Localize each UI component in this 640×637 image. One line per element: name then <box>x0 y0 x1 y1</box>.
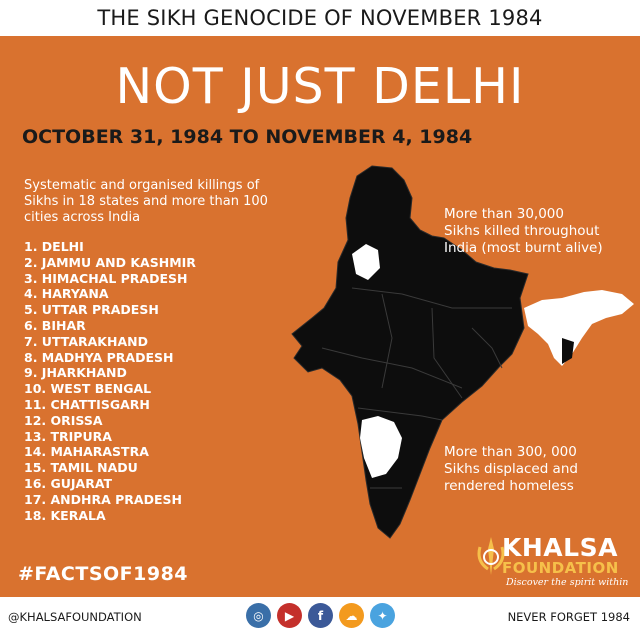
note-line: Sikhs displaced and <box>444 461 578 477</box>
soundcloud-icon[interactable]: ☁ <box>339 603 364 628</box>
social-icons: ◎ ▶ f ☁ ✦ <box>246 603 395 628</box>
northern-highlight <box>352 244 380 280</box>
note-line: rendered homeless <box>444 478 574 494</box>
state-item: 18. KERALA <box>24 507 106 523</box>
social-handle[interactable]: @KHALSAFOUNDATION <box>8 610 142 624</box>
state-item: 5. UTTAR PRADESH <box>24 302 159 318</box>
state-item: 13. TRIPURA <box>24 428 112 444</box>
northeast-dark-region <box>562 338 574 364</box>
note-line: Sikhs killed throughout <box>444 223 600 239</box>
displaced-note: More than 300, 000 Sikhs displaced and r… <box>444 444 634 495</box>
state-item: 7. UTTARAKHAND <box>24 333 148 349</box>
intro-line: Systematic and organised killings of <box>24 178 260 193</box>
state-item: 4. HARYANA <box>24 286 109 302</box>
state-border <box>357 407 443 421</box>
state-item: 3. HIMACHAL PRADESH <box>24 270 188 286</box>
logo-tagline: Discover the spirit within <box>506 577 629 588</box>
twitter-icon[interactable]: ✦ <box>370 603 395 628</box>
intro-line: Sikhs in 18 states and more than 100 <box>24 194 268 209</box>
state-item: 8. MADHYA PRADESH <box>24 349 174 365</box>
headline: NOT JUST DELHI <box>115 58 525 115</box>
intro-text: Systematic and organised killings of Sik… <box>24 178 314 226</box>
youtube-icon[interactable]: ▶ <box>277 603 302 628</box>
state-item: 14. MAHARASTRA <box>24 444 149 460</box>
state-border <box>321 347 463 389</box>
state-item: 9. JHARKHAND <box>24 365 127 381</box>
khalsa-foundation-logo: KHALSA FOUNDATION Discover the spirit wi… <box>476 531 636 591</box>
state-item: 16. GUJARAT <box>24 475 113 491</box>
logo-word-foundation: FOUNDATION <box>502 559 619 577</box>
southern-highlight <box>360 416 402 478</box>
northeast-highlight <box>524 290 634 366</box>
state-item: 2. JAMMU AND KASHMIR <box>24 254 196 270</box>
state-item: 1. DELHI <box>24 239 84 254</box>
khanda-icon <box>477 537 505 575</box>
state-item: 6. BIHAR <box>24 317 86 333</box>
hashtag: #FACTSOF1984 <box>18 563 189 585</box>
slogan: NEVER FORGET 1984 <box>507 610 630 624</box>
note-line: India (most burnt alive) <box>444 240 603 256</box>
footer: @KHALSAFOUNDATION ◎ ▶ f ☁ ✦ NEVER FORGET… <box>0 597 640 637</box>
logo-word-khalsa: KHALSA <box>502 533 618 562</box>
state-item: 10. WEST BENGAL <box>24 381 152 397</box>
note-line: More than 300, 000 <box>444 444 577 460</box>
mainland-map <box>291 165 529 539</box>
page-title: THE SIKH GENOCIDE OF NOVEMBER 1984 <box>0 0 640 36</box>
instagram-icon[interactable]: ◎ <box>246 603 271 628</box>
state-borders <box>321 287 512 489</box>
state-border <box>471 327 503 369</box>
infographic-panel: NOT JUST DELHI OCTOBER 31, 1984 TO NOVEM… <box>0 36 640 597</box>
state-border <box>381 293 393 389</box>
intro-line: cities across India <box>24 210 141 225</box>
india-mainland <box>291 165 529 539</box>
state-item: 15. TAMIL NADU <box>24 460 138 476</box>
india-map <box>291 165 634 539</box>
killed-note: More than 30,000 Sikhs killed throughout… <box>444 206 634 257</box>
states-list: 1. DELHI 2. JAMMU AND KASHMIR 3. HIMACHA… <box>24 239 196 523</box>
state-item: 11. CHATTISGARH <box>24 396 150 412</box>
note-line: More than 30,000 <box>444 206 564 222</box>
date-range: OCTOBER 31, 1984 TO NOVEMBER 4, 1984 <box>22 126 473 148</box>
facebook-icon[interactable]: f <box>308 603 333 628</box>
state-item: 12. ORISSA <box>24 412 103 428</box>
state-border <box>351 287 512 309</box>
state-item: 17. ANDHRA PRADESH <box>24 491 182 507</box>
